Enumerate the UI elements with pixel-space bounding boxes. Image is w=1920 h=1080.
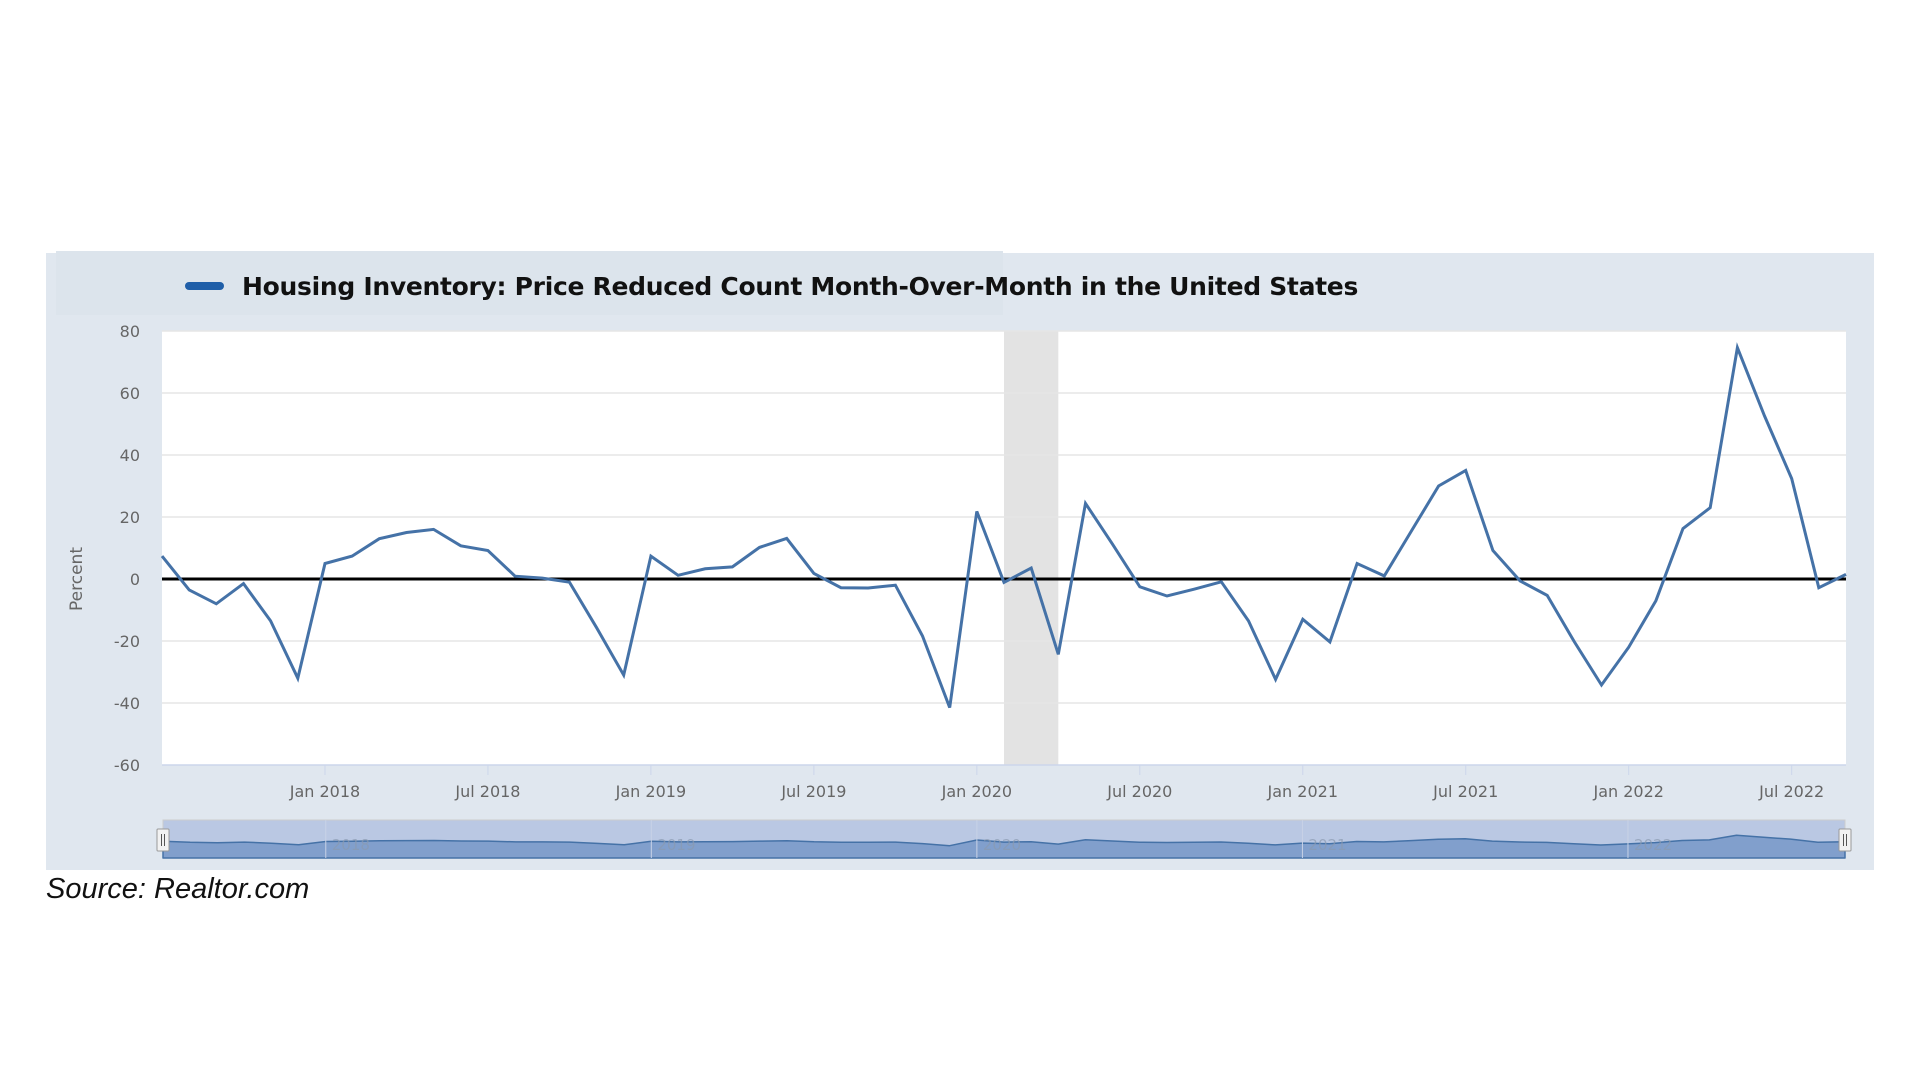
x-tick-label: Jan 2018 [289, 782, 360, 801]
y-tick-label: -60 [114, 756, 140, 775]
x-tick-label: Jul 2018 [454, 782, 520, 801]
y-tick-label: 20 [120, 508, 140, 527]
y-tick-label: 80 [120, 322, 140, 341]
legend-label: Housing Inventory: Price Reduced Count M… [242, 271, 1359, 301]
y-tick-label: -40 [114, 694, 140, 713]
x-tick-label: Jul 2019 [780, 782, 846, 801]
navigator-year-label: 2018 [332, 836, 370, 854]
y-tick-label: -20 [114, 632, 140, 651]
navigator-year-label: 2020 [983, 836, 1021, 854]
source-note: Source: Realtor.com [46, 873, 310, 905]
series-line [160, 342, 1847, 709]
y-tick-label: 40 [120, 446, 140, 465]
navigator-year-label: 2019 [657, 836, 695, 854]
navigator-year-label: 2022 [1634, 836, 1672, 854]
x-tick-label: Jan 2020 [941, 782, 1012, 801]
y-tick-label: 60 [120, 384, 140, 403]
legend-item[interactable]: Housing Inventory: Price Reduced Count M… [185, 266, 1358, 306]
recession-shading [1004, 331, 1059, 765]
legend-swatch-icon [185, 282, 224, 290]
x-tick-label: Jan 2019 [615, 782, 686, 801]
x-tick-label: Jul 2021 [1432, 782, 1498, 801]
x-tick-label: Jul 2022 [1758, 782, 1824, 801]
x-tick-label: Jul 2020 [1106, 782, 1172, 801]
x-tick-label: Jan 2022 [1592, 782, 1663, 801]
x-tick-label: Jan 2021 [1267, 782, 1338, 801]
handle-grip-icon [156, 828, 170, 852]
navigator-left-handle[interactable] [156, 828, 170, 852]
handle-grip-icon [1838, 828, 1852, 852]
navigator-year-label: 2021 [1308, 836, 1346, 854]
navigator-right-handle[interactable] [1838, 828, 1852, 852]
navigator-series-area [162, 834, 1846, 859]
y-axis-title: Percent [67, 547, 87, 611]
y-tick-label: 0 [130, 570, 140, 589]
